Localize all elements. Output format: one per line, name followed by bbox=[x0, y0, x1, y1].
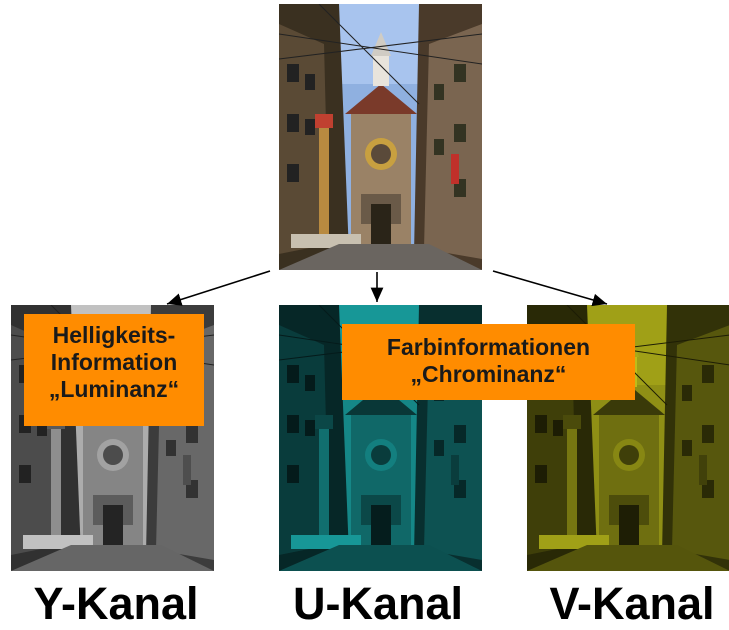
arrow-to-y bbox=[166, 270, 271, 306]
luminance-line-2: Information bbox=[50, 349, 178, 376]
luminance-line-1: Helligkeits- bbox=[52, 322, 176, 348]
original-image bbox=[279, 4, 482, 270]
y-channel-label: Y-Kanal bbox=[33, 578, 199, 629]
u-channel-label: U-Kanal bbox=[292, 578, 464, 629]
chrominance-line-1: Farbinformationen bbox=[386, 334, 591, 360]
chrominance-box: Farbinformationen „Chrominanz“ bbox=[342, 324, 635, 400]
chrominance-line-2: „Chrominanz“ bbox=[410, 361, 567, 388]
luminance-line-3: „Luminanz“ bbox=[48, 376, 180, 403]
v-channel-label: V-Kanal bbox=[549, 578, 715, 629]
luminance-box: Helligkeits- Information „Luminanz“ bbox=[24, 314, 204, 426]
arrow-to-v bbox=[492, 270, 608, 307]
